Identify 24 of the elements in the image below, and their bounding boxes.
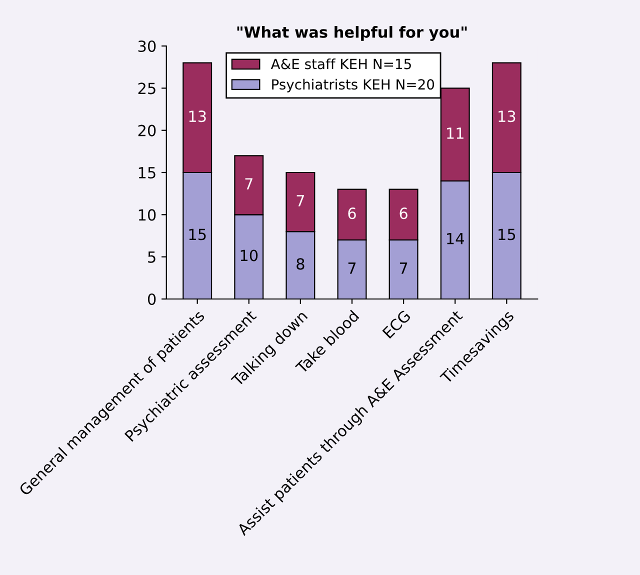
data-label: 11 <box>447 128 464 139</box>
legend-label: Psychiatrists KEH N=20 <box>272 78 434 92</box>
y-tick-label: 20 <box>138 124 156 136</box>
data-label: 13 <box>498 110 516 122</box>
data-label: 6 <box>400 208 408 220</box>
data-label: 8 <box>296 258 304 270</box>
y-tick-label: 10 <box>138 209 156 221</box>
y-tick-label: 0 <box>148 293 156 306</box>
y-tick-label: 30 <box>138 40 156 52</box>
data-label: 7 <box>296 195 304 206</box>
data-label: 14 <box>447 233 464 244</box>
legend-label: A&E staff KEH N=15 <box>270 58 411 70</box>
y-tick-label: 15 <box>138 167 156 179</box>
y-tick-label: 25 <box>138 82 156 94</box>
data-label: 10 <box>240 250 258 262</box>
data-label: 15 <box>189 228 206 240</box>
data-label: 7 <box>348 262 356 274</box>
data-label: 6 <box>348 208 356 220</box>
data-label: 15 <box>498 228 516 240</box>
data-label: 13 <box>189 110 206 122</box>
y-tick-label: 5 <box>148 252 156 263</box>
data-label: 7 <box>245 178 252 190</box>
chart-title: "What was helpful for you" <box>237 26 467 41</box>
data-label: 7 <box>400 262 408 274</box>
